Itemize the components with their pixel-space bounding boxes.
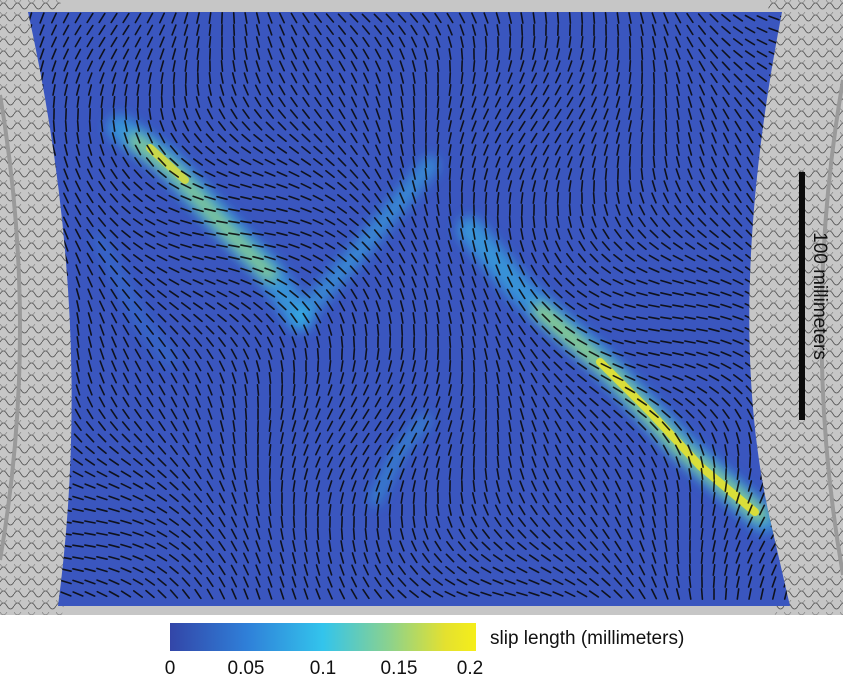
slip-direction-arrows [28,12,790,600]
colorbar-tick-4: 0.2 [457,658,483,679]
colorbar-gradient [170,623,476,651]
colorbar-tick-3: 0.15 [381,658,418,679]
colorbar-tick-0: 0 [165,658,176,679]
colorbar-label: slip length (millimeters) [490,628,684,649]
colorbar: slip length (millimeters) 0 0.05 0.1 0.1… [165,623,684,679]
colorbar-tick-1: 0.05 [228,658,265,679]
fabric-border-right [738,0,843,615]
scale-bar-line [799,172,805,420]
scale-bar: 100 millimeters [799,172,830,420]
arrow-field-path [28,12,790,600]
frame-edge-right [819,79,843,576]
frame-edge-left [0,94,22,561]
scale-bar-label: 100 millimeters [809,232,830,360]
colorbar-tick-2: 0.1 [310,658,336,679]
